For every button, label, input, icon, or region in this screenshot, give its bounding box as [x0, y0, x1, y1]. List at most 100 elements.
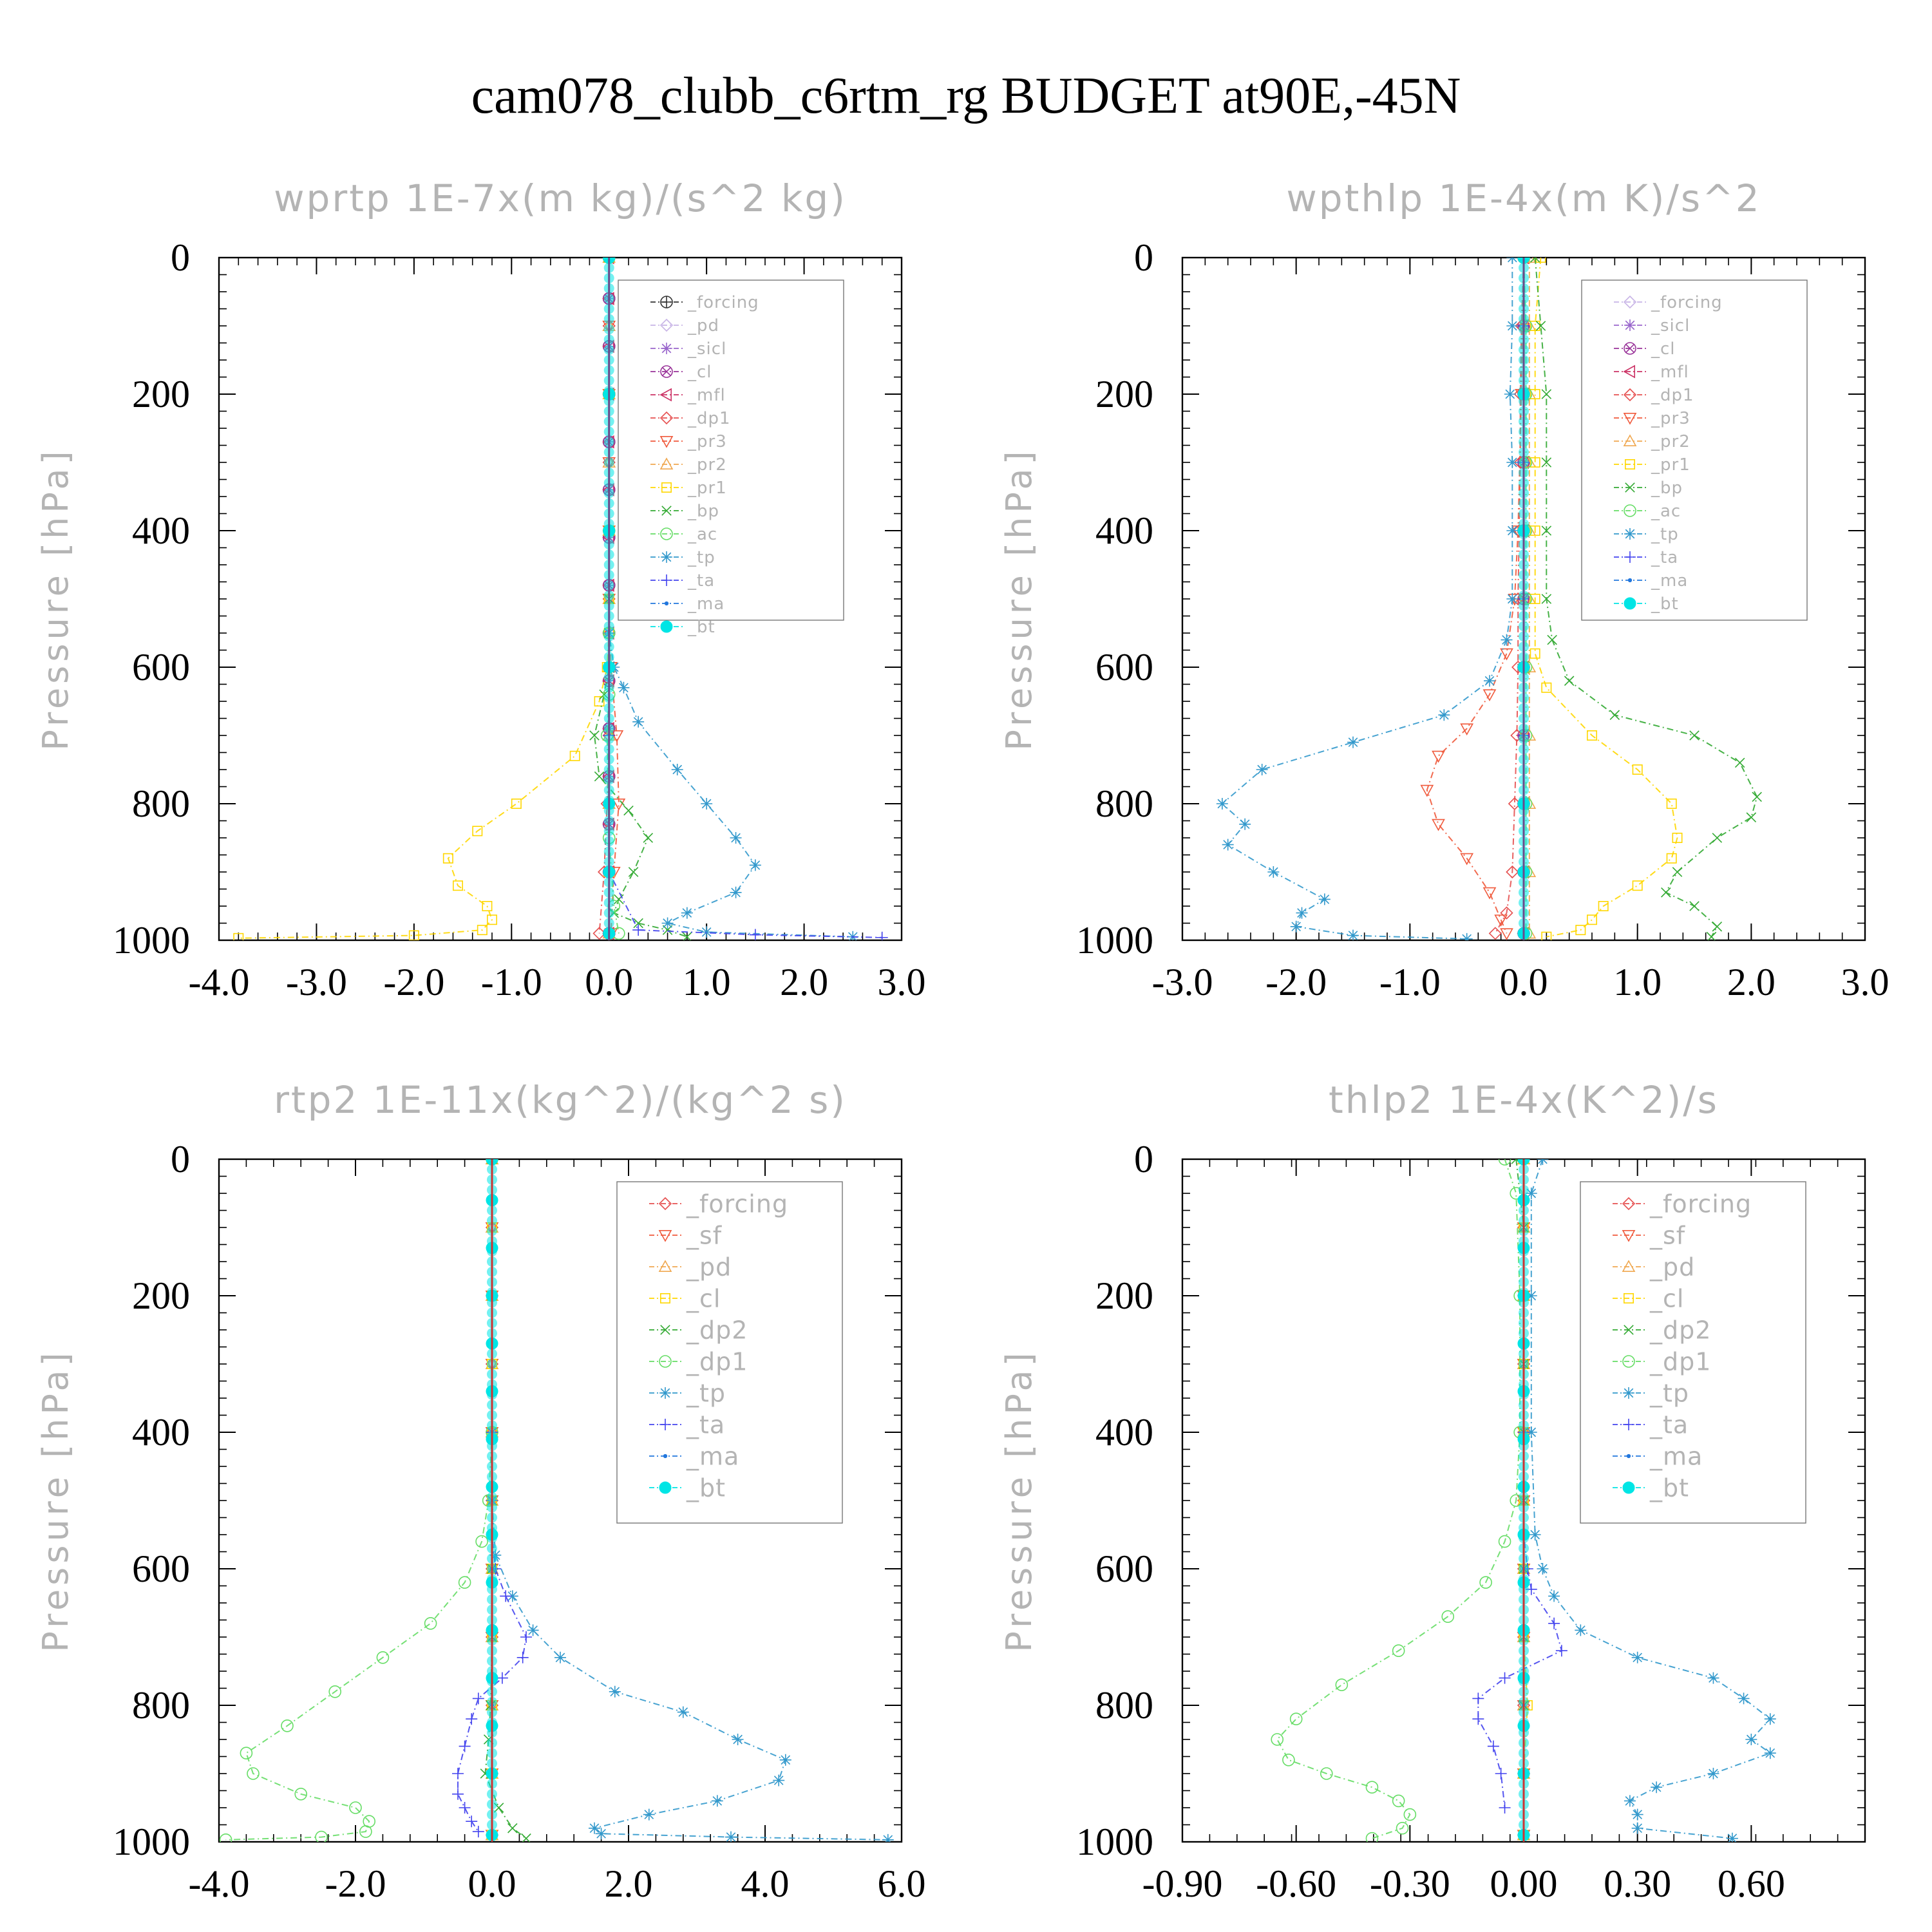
- chart-panel-1: wprtp 1E-7x(m kg)/(s^2 kg) Pressure [hPa]…: [35, 176, 926, 1003]
- legend-marker: [661, 482, 672, 493]
- legend-item: _dp1: [1614, 386, 1694, 405]
- legend-item: _dp1: [1613, 1347, 1710, 1376]
- series-line: [1221, 258, 1513, 940]
- data-point: [1392, 1794, 1405, 1808]
- legend-item: _mfl: [650, 386, 725, 405]
- y-axis-label: Pressure [hPa]: [35, 1349, 76, 1652]
- data-point: [315, 1830, 328, 1842]
- data-point: [1712, 833, 1723, 843]
- data-point: [1548, 1590, 1560, 1602]
- data-point: [247, 1767, 260, 1780]
- legend-marker: [1623, 434, 1637, 446]
- data-point: [472, 826, 483, 837]
- x-tick-label: 0.60: [1718, 1862, 1785, 1905]
- data-point: [1498, 1159, 1511, 1166]
- data-point: [466, 1713, 478, 1725]
- legend-item: _bt: [650, 618, 715, 637]
- legend-label: _ac: [687, 525, 717, 544]
- series-line: [1426, 258, 1524, 934]
- data-point: [1432, 819, 1445, 831]
- data-point: [452, 1788, 464, 1800]
- data-point: [1555, 1645, 1567, 1657]
- legend-box: [1581, 279, 1808, 621]
- data-point: [1706, 931, 1717, 940]
- data-point: [1525, 1426, 1537, 1438]
- data-point: [1564, 676, 1575, 686]
- legend-box: [618, 279, 844, 621]
- data-point: [1525, 1188, 1537, 1199]
- y-tick-label: 400: [1095, 1411, 1153, 1454]
- data-point: [1672, 867, 1683, 877]
- data-point: [628, 867, 639, 877]
- data-point: [477, 925, 488, 936]
- data-point: [359, 1825, 372, 1838]
- data-point: [612, 799, 626, 811]
- legend-item: _pd: [650, 316, 719, 336]
- x-tick-label: -2.0: [1265, 961, 1327, 1003]
- data-point: [643, 833, 654, 843]
- legend-label: _pr2: [687, 455, 727, 475]
- data-point: [1541, 389, 1552, 399]
- data-point: [475, 1535, 488, 1548]
- legend-label: _bt: [1651, 594, 1679, 614]
- data-point: [527, 1624, 539, 1636]
- data-point: [459, 1802, 471, 1814]
- x-tick-label: 0.00: [1490, 1862, 1558, 1905]
- series-line: [1477, 1159, 1563, 1808]
- y-tick-label: 1000: [1076, 1821, 1153, 1863]
- data-point: [1256, 764, 1268, 775]
- data-point: [1587, 914, 1598, 925]
- legend-label: _ma: [1649, 1442, 1703, 1470]
- data-point: [1609, 710, 1620, 720]
- legend-marker: [659, 411, 674, 425]
- legend-label: _pd: [1649, 1253, 1695, 1281]
- plot-area: [1271, 1159, 1776, 1842]
- data-point: [1738, 1692, 1750, 1705]
- data-point: [472, 1826, 484, 1838]
- legend-item: _sf: [1613, 1221, 1685, 1249]
- data-point: [1746, 812, 1757, 822]
- data-point: [516, 1651, 529, 1663]
- y-tick-label: 400: [1095, 509, 1153, 552]
- data-point: [1335, 1678, 1349, 1691]
- data-point: [749, 859, 761, 871]
- y-axis-label: Pressure [hPa]: [999, 447, 1039, 750]
- legend-marker: [1622, 1260, 1636, 1272]
- data-point: [521, 1833, 531, 1842]
- x-tick-label: -3.0: [1152, 961, 1213, 1003]
- y-tick-label: 0: [1134, 1138, 1153, 1180]
- legend-label: _ma: [687, 594, 724, 614]
- legend-item: _ta: [1613, 1410, 1688, 1439]
- y-tick-label: 600: [1095, 1548, 1153, 1590]
- data-point: [507, 1823, 518, 1833]
- legend-box: [616, 1181, 843, 1524]
- x-tick-label: 1.0: [683, 961, 731, 1003]
- legend-marker: [658, 1260, 672, 1272]
- data-point: [1624, 1795, 1636, 1807]
- data-point: [496, 1672, 508, 1684]
- data-point: [458, 1576, 471, 1589]
- legend-label: _dp1: [687, 409, 731, 428]
- data-point: [1535, 258, 1546, 263]
- legend-item: _pd: [1613, 1253, 1695, 1281]
- figure-title: cam078_clubb_c6rtm_rg BUDGET at90E,-45N: [471, 68, 1461, 124]
- legend-marker: [659, 318, 674, 332]
- data-point: [1499, 1672, 1511, 1684]
- data-point: [701, 926, 713, 938]
- data-point: [1504, 388, 1516, 400]
- legend-item: _dp1: [649, 1347, 747, 1376]
- legend-item: _pr3: [650, 432, 726, 451]
- legend-item: _forcing: [650, 293, 759, 312]
- data-point: [452, 880, 463, 891]
- plot-area: [233, 258, 888, 940]
- data-point: [1482, 689, 1497, 702]
- legend-item: _dp2: [649, 1316, 747, 1344]
- legend-marker: [1623, 388, 1637, 402]
- data-point: [1537, 1563, 1549, 1575]
- legend-label: _ac: [1651, 502, 1681, 521]
- y-tick-label: 800: [1095, 1684, 1153, 1727]
- data-point: [1689, 730, 1700, 741]
- data-point: [623, 805, 634, 816]
- legend-marker: [1625, 482, 1635, 493]
